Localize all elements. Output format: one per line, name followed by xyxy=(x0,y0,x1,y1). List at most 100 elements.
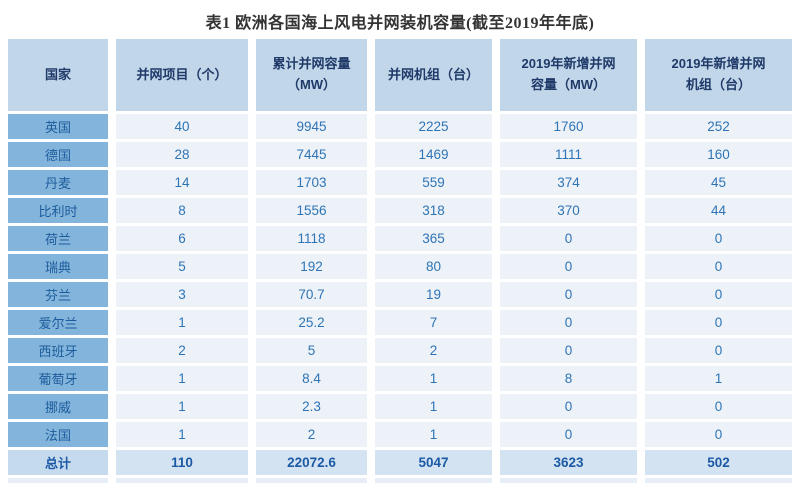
country-cell: 英国 xyxy=(8,114,108,139)
data-cell: 9945 xyxy=(256,114,367,139)
data-cell: 5 xyxy=(116,254,248,279)
data-cell: 3623 xyxy=(500,450,637,475)
country-cell: 荷兰 xyxy=(8,226,108,251)
country-cell: 德国 xyxy=(8,142,108,167)
data-cell: 0 xyxy=(645,282,792,307)
country-cell: 比利时 xyxy=(8,198,108,223)
data-cell: 1 xyxy=(645,366,792,391)
table-row: 比利时 8 1556 318 370 44 xyxy=(8,198,792,223)
data-cell: 1 xyxy=(375,394,492,419)
table-row: 英国 40 9945 2225 1760 252 xyxy=(8,114,792,139)
data-cell: 8 xyxy=(500,366,637,391)
data-cell: 0 xyxy=(500,338,637,363)
header-cell-units: 并网机组（台） xyxy=(375,39,492,111)
wind-capacity-table: 国家 并网项目（个） 累计并网容量 （MW） 并网机组（台） 2019年新增并网… xyxy=(0,36,800,486)
data-cell: 40 xyxy=(116,114,248,139)
header-cell-capacity: 累计并网容量 （MW） xyxy=(256,39,367,111)
country-cell: 瑞典 xyxy=(8,254,108,279)
data-cell: 1111 xyxy=(500,142,637,167)
data-cell: 0 xyxy=(645,226,792,251)
header-cell-new-capacity: 2019年新增并网 容量（MW） xyxy=(500,39,637,111)
data-cell: 70.7 xyxy=(256,282,367,307)
country-cell xyxy=(8,478,108,483)
table-row: 瑞典 5 192 80 0 0 xyxy=(8,254,792,279)
data-cell: 192 xyxy=(256,254,367,279)
data-cell: 8 xyxy=(116,198,248,223)
table-row: 丹麦 14 1703 559 374 45 xyxy=(8,170,792,195)
data-cell: 25.2 xyxy=(256,310,367,335)
data-cell: 318 xyxy=(375,198,492,223)
data-cell xyxy=(375,478,492,483)
header-cell-new-units: 2019年新增并网 机组（台） xyxy=(645,39,792,111)
data-cell: 44 xyxy=(645,198,792,223)
data-cell: 2 xyxy=(256,422,367,447)
data-cell: 7445 xyxy=(256,142,367,167)
data-cell: 3 xyxy=(116,282,248,307)
country-cell: 总计 xyxy=(8,450,108,475)
table-body: 英国 40 9945 2225 1760 252 德国 28 7445 1469 1111 160 丹麦… xyxy=(8,114,792,483)
country-cell: 爱尔兰 xyxy=(8,310,108,335)
cutoff-row xyxy=(8,478,792,483)
table-row: 荷兰 6 1118 365 0 0 xyxy=(8,226,792,251)
country-cell: 法国 xyxy=(8,422,108,447)
table-row: 德国 28 7445 1469 1111 160 xyxy=(8,142,792,167)
table-row: 芬兰 3 70.7 19 0 0 xyxy=(8,282,792,307)
data-cell: 0 xyxy=(500,254,637,279)
data-cell: 370 xyxy=(500,198,637,223)
data-cell: 1 xyxy=(116,422,248,447)
data-cell: 0 xyxy=(645,310,792,335)
table-row: 爱尔兰 1 25.2 7 0 0 xyxy=(8,310,792,335)
data-cell xyxy=(256,478,367,483)
data-cell: 110 xyxy=(116,450,248,475)
data-cell: 252 xyxy=(645,114,792,139)
table-row: 西班牙 2 5 2 0 0 xyxy=(8,338,792,363)
data-cell: 1469 xyxy=(375,142,492,167)
data-cell: 0 xyxy=(500,422,637,447)
country-cell: 西班牙 xyxy=(8,338,108,363)
data-cell: 8.4 xyxy=(256,366,367,391)
data-cell: 1 xyxy=(375,366,492,391)
data-cell: 374 xyxy=(500,170,637,195)
data-cell: 80 xyxy=(375,254,492,279)
data-cell: 559 xyxy=(375,170,492,195)
country-cell: 葡萄牙 xyxy=(8,366,108,391)
country-cell: 芬兰 xyxy=(8,282,108,307)
data-cell: 0 xyxy=(645,394,792,419)
data-cell xyxy=(645,478,792,483)
data-cell: 0 xyxy=(645,254,792,279)
document-page: 表1 欧洲各国海上风电并网装机容量(截至2019年年底) 国家 并网项目（个） … xyxy=(0,15,800,486)
header-row: 国家 并网项目（个） 累计并网容量 （MW） 并网机组（台） 2019年新增并网… xyxy=(8,39,792,111)
data-cell: 1 xyxy=(375,422,492,447)
data-cell xyxy=(116,478,248,483)
data-cell: 160 xyxy=(645,142,792,167)
table-title: 表1 欧洲各国海上风电并网装机容量(截至2019年年底) xyxy=(205,15,595,32)
data-cell: 6 xyxy=(116,226,248,251)
data-cell: 1760 xyxy=(500,114,637,139)
data-cell: 502 xyxy=(645,450,792,475)
table-row: 挪威 1 2.3 1 0 0 xyxy=(8,394,792,419)
table-row: 法国 1 2 1 0 0 xyxy=(8,422,792,447)
data-cell: 0 xyxy=(500,394,637,419)
header-cell-country: 国家 xyxy=(8,39,108,111)
data-cell: 0 xyxy=(645,422,792,447)
data-cell: 0 xyxy=(645,338,792,363)
data-cell: 1556 xyxy=(256,198,367,223)
data-cell: 5 xyxy=(256,338,367,363)
data-cell: 1118 xyxy=(256,226,367,251)
data-cell: 2225 xyxy=(375,114,492,139)
header-cell-projects: 并网项目（个） xyxy=(116,39,248,111)
table-row: 葡萄牙 1 8.4 1 8 1 xyxy=(8,366,792,391)
data-cell: 2 xyxy=(116,338,248,363)
data-cell: 365 xyxy=(375,226,492,251)
data-cell: 2.3 xyxy=(256,394,367,419)
data-cell: 22072.6 xyxy=(256,450,367,475)
data-cell: 2 xyxy=(375,338,492,363)
data-cell: 45 xyxy=(645,170,792,195)
data-cell: 7 xyxy=(375,310,492,335)
data-cell: 1703 xyxy=(256,170,367,195)
data-cell: 0 xyxy=(500,282,637,307)
data-cell: 5047 xyxy=(375,450,492,475)
country-cell: 丹麦 xyxy=(8,170,108,195)
country-cell: 挪威 xyxy=(8,394,108,419)
data-cell: 0 xyxy=(500,310,637,335)
